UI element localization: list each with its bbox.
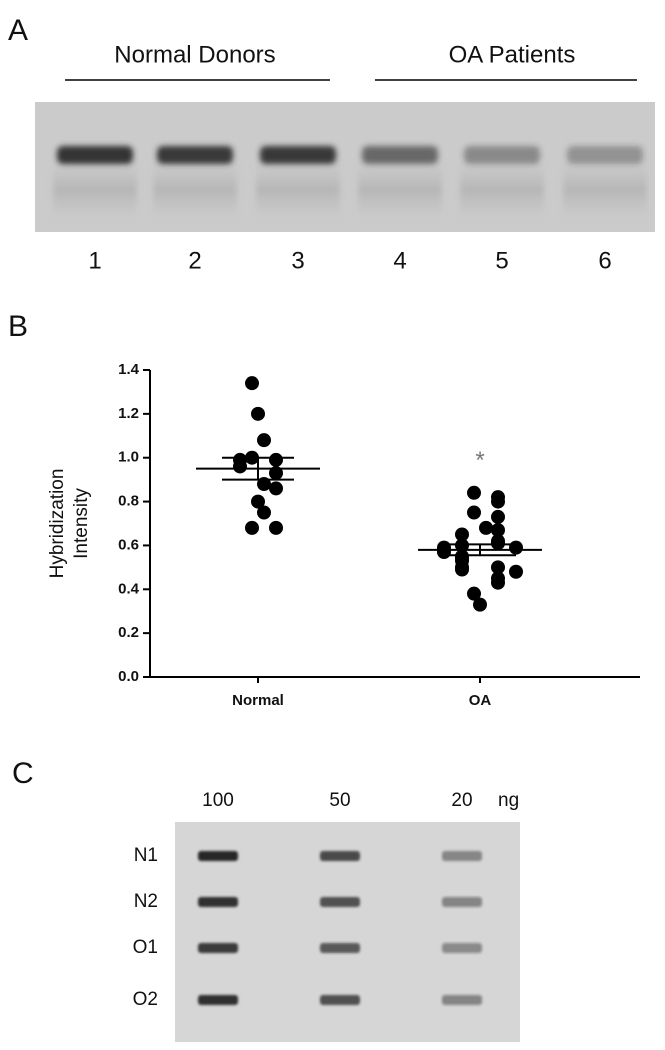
smear [358,160,442,220]
panel-label: B [8,310,28,343]
error-bar [444,543,516,557]
smear [563,160,647,220]
slot [442,851,482,861]
lane-label: 5 [495,247,508,274]
dot [467,505,481,520]
slot [320,851,360,861]
lane-label: 6 [598,247,611,274]
x-tick-label: Normal [232,692,284,709]
panel-label: A [8,14,28,47]
smear [153,160,237,220]
group-label: OA Patients [449,41,576,68]
dot [491,536,505,551]
dot [467,586,481,601]
error-bar [222,456,294,481]
dot [509,540,523,555]
blot-bands: 100 50 20 ng N1 N2 O1 O2 [133,790,520,1010]
dot [233,459,247,474]
panel-label: C [12,757,34,790]
y-tick-label: 0.6 [118,536,139,553]
smear [256,160,340,220]
band [157,146,233,164]
band [362,146,438,164]
slot [320,995,360,1005]
dot [491,509,505,524]
y-tick-label: 0.0 [118,668,139,685]
gel [35,102,655,232]
y-tick-label: 1.4 [118,361,140,378]
band [260,146,336,164]
dot [479,520,493,535]
dot [467,485,481,500]
group-label: Normal Donors [114,41,275,68]
dot [509,564,523,579]
dot [269,481,283,496]
band [567,146,643,164]
x-tick-label: OA [469,692,492,709]
lane-label: 2 [188,247,201,274]
row-label: N2 [134,891,158,912]
dot [251,494,265,509]
slot [320,897,360,907]
dot [245,520,259,535]
y-tick-label: 0.8 [118,493,139,510]
dot [257,433,271,448]
smear [53,160,137,220]
row-label: N1 [134,845,158,866]
slot [442,943,482,953]
y-tick-label: 1.0 [118,449,139,466]
slot [198,851,238,861]
dot [491,560,505,575]
y-tick-label: 0.2 [118,624,139,641]
lane-label: 1 [88,247,101,274]
row-label: O1 [133,937,158,958]
slot [442,897,482,907]
band [464,146,540,164]
lane-label: 4 [393,247,406,274]
y-tick-label: 1.2 [118,405,139,422]
dot [491,494,505,509]
dot [251,406,265,421]
y-axis-title-line: Intensity [71,488,92,559]
unit-label: ng [498,790,519,811]
gel-bands [53,146,647,220]
dot [491,575,505,590]
smear [460,160,544,220]
slot [198,897,238,907]
y-tick-label: 0.4 [118,580,140,597]
dot [269,452,283,467]
dot [257,505,271,520]
chart: 0.0 0.2 0.4 0.6 0.8 1.0 1.2 1.4 Hybridization Int… [47,361,640,709]
slot [198,995,238,1005]
slot [442,995,482,1005]
row-label: O2 [133,989,158,1010]
column-label: 20 [451,790,472,811]
slot [320,943,360,953]
dot [437,545,451,560]
band [57,146,133,164]
dot [455,562,469,577]
column-label: 100 [202,790,234,811]
annotation: * [475,447,484,474]
column-label: 50 [329,790,350,811]
dot [455,527,469,542]
lane-label: 3 [291,247,304,274]
dot [491,523,505,538]
dot [245,376,259,391]
slot [198,943,238,953]
y-axis-title: Hybridization Intensity [47,469,92,579]
dot [473,597,487,612]
y-axis-title-line: Hybridization [47,469,68,579]
dot [269,520,283,535]
